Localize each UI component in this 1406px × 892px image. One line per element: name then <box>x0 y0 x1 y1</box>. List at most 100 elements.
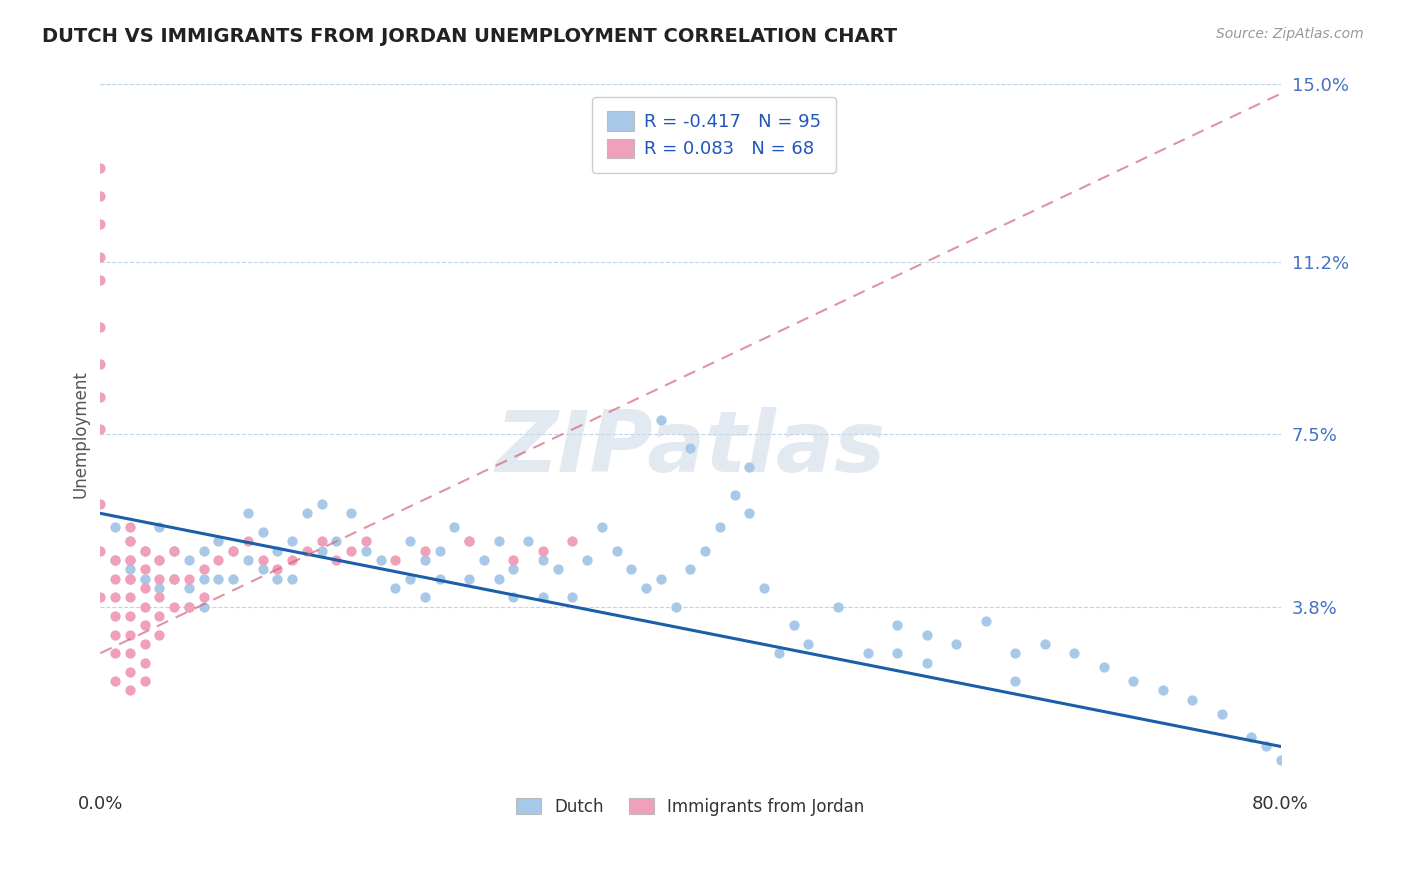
Point <box>148 553 170 567</box>
Point <box>1211 706 1233 721</box>
Point <box>222 543 245 558</box>
Point <box>636 581 658 595</box>
Point <box>104 572 127 586</box>
Point <box>472 553 495 567</box>
Point <box>252 524 274 539</box>
Point <box>679 441 702 455</box>
Point <box>177 572 200 586</box>
Point <box>118 534 141 549</box>
Point <box>679 562 702 576</box>
Point <box>118 553 141 567</box>
Point <box>797 637 820 651</box>
Point <box>118 608 141 623</box>
Point <box>458 534 481 549</box>
Point <box>104 627 127 641</box>
Point <box>266 562 288 576</box>
Point <box>458 572 481 586</box>
Point <box>89 161 111 176</box>
Point <box>488 534 510 549</box>
Point <box>134 543 156 558</box>
Point <box>915 627 938 641</box>
Point <box>118 627 141 641</box>
Point <box>236 534 259 549</box>
Point <box>104 553 127 567</box>
Point <box>1152 683 1174 698</box>
Point <box>311 543 333 558</box>
Point <box>915 656 938 670</box>
Point <box>886 618 908 632</box>
Point <box>488 572 510 586</box>
Point <box>650 572 672 586</box>
Point <box>354 534 377 549</box>
Point <box>134 599 156 614</box>
Point <box>458 534 481 549</box>
Point <box>236 506 259 520</box>
Point <box>1270 753 1292 767</box>
Point <box>886 646 908 660</box>
Point <box>163 543 186 558</box>
Point <box>193 572 215 586</box>
Point <box>738 459 761 474</box>
Point <box>118 665 141 679</box>
Text: Source: ZipAtlas.com: Source: ZipAtlas.com <box>1216 27 1364 41</box>
Point <box>118 520 141 534</box>
Point <box>193 543 215 558</box>
Point <box>561 591 583 605</box>
Point <box>163 572 186 586</box>
Point <box>281 553 304 567</box>
Point <box>207 553 229 567</box>
Point <box>163 572 186 586</box>
Point <box>104 674 127 689</box>
Point <box>118 591 141 605</box>
Point <box>89 319 111 334</box>
Point <box>148 572 170 586</box>
Point <box>163 543 186 558</box>
Point <box>531 591 554 605</box>
Point <box>650 413 672 427</box>
Point <box>134 581 156 595</box>
Point <box>134 543 156 558</box>
Point <box>163 599 186 614</box>
Point <box>104 520 127 534</box>
Point <box>325 553 347 567</box>
Point <box>89 497 111 511</box>
Point <box>148 520 170 534</box>
Point <box>502 553 524 567</box>
Point <box>443 520 465 534</box>
Point <box>118 553 141 567</box>
Text: ZIPatlas: ZIPatlas <box>495 407 886 490</box>
Point <box>177 599 200 614</box>
Point <box>118 534 141 549</box>
Point <box>281 534 304 549</box>
Point <box>118 646 141 660</box>
Point <box>295 543 318 558</box>
Point <box>768 646 790 660</box>
Point <box>531 543 554 558</box>
Point <box>620 562 643 576</box>
Point <box>1122 674 1144 689</box>
Point <box>665 599 688 614</box>
Point <box>193 599 215 614</box>
Point <box>311 534 333 549</box>
Point <box>148 608 170 623</box>
Point <box>89 273 111 287</box>
Point <box>1004 646 1026 660</box>
Point <box>724 488 747 502</box>
Point <box>429 543 451 558</box>
Point <box>104 553 127 567</box>
Point <box>118 683 141 698</box>
Point <box>89 357 111 371</box>
Point <box>413 553 436 567</box>
Point <box>193 591 215 605</box>
Point <box>148 581 170 595</box>
Point <box>89 390 111 404</box>
Point <box>709 520 731 534</box>
Point <box>134 572 156 586</box>
Point <box>89 422 111 436</box>
Point <box>1092 660 1115 674</box>
Point <box>354 543 377 558</box>
Y-axis label: Unemployment: Unemployment <box>72 370 89 498</box>
Point <box>148 591 170 605</box>
Point <box>827 599 849 614</box>
Point <box>252 562 274 576</box>
